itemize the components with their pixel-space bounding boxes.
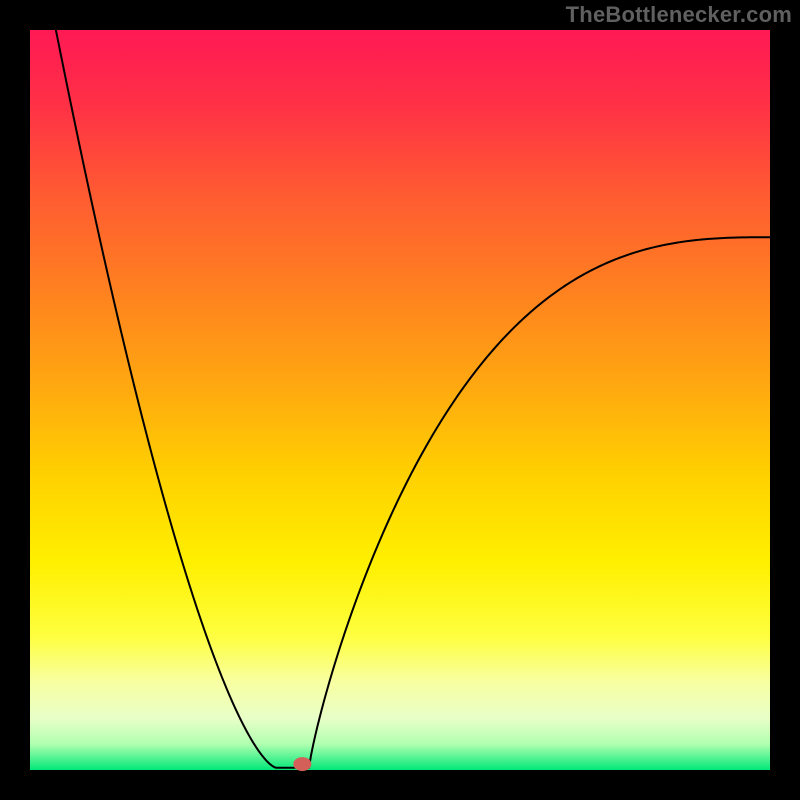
vertex-marker: [293, 757, 311, 771]
watermark-text: TheBottlenecker.com: [566, 2, 792, 28]
plot-background: [30, 30, 770, 770]
chart-container: TheBottlenecker.com: [0, 0, 800, 800]
chart-svg: [0, 0, 800, 800]
